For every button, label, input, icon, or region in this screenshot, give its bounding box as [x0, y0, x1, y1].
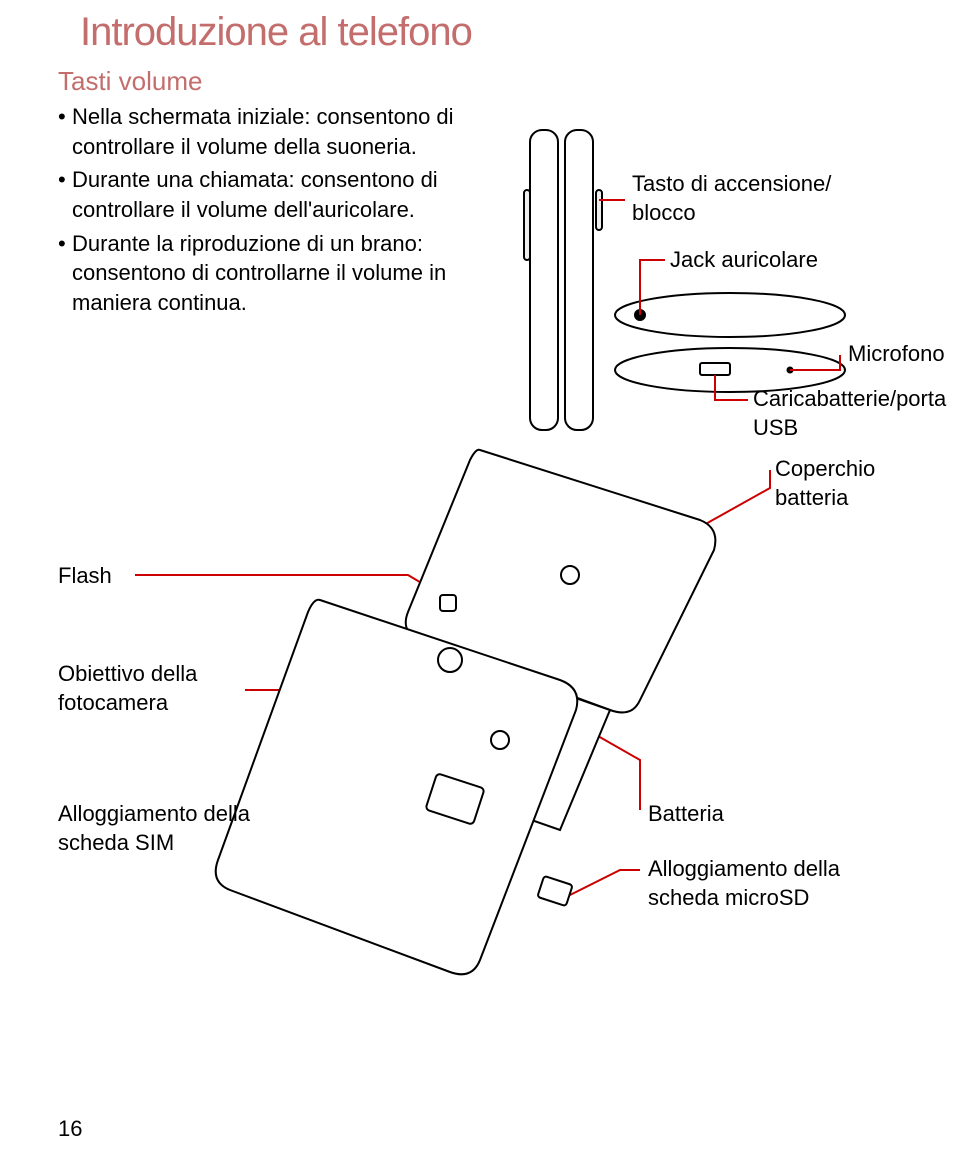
label-camera-lens: Obiettivo della fotocamera [58, 660, 197, 717]
phone-edge-views [615, 293, 845, 392]
label-sim-slot: Alloggiamento della scheda SIM [58, 800, 250, 857]
label-battery: Batteria [648, 800, 724, 829]
label-power-key: Tasto di accensione/ blocco [632, 170, 831, 227]
bullet-item: Durante una chiamata: consentono di cont… [58, 165, 498, 224]
label-microphone: Microfono [848, 340, 945, 369]
bullet-list-volume: Nella schermata iniziale: consentono di … [58, 102, 498, 322]
label-microsd-slot: Alloggiamento della scheda microSD [648, 855, 840, 912]
label-usb-port: Caricabatterie/porta USB [753, 385, 946, 442]
bullet-item: Nella schermata iniziale: consentono di … [58, 102, 498, 161]
label-battery-cover: Coperchio batteria [775, 455, 875, 512]
phone-side-outline [524, 130, 602, 430]
bullet-item: Durante la riproduzione di un brano: con… [58, 229, 498, 318]
label-flash: Flash [58, 562, 112, 591]
page-title: Introduzione al telefono [80, 10, 472, 55]
page-number: 16 [58, 1116, 82, 1142]
section-heading-volume-keys: Tasti volume [58, 66, 203, 97]
phone-exploded-view [216, 450, 716, 975]
label-earjack: Jack auricolare [670, 246, 818, 275]
